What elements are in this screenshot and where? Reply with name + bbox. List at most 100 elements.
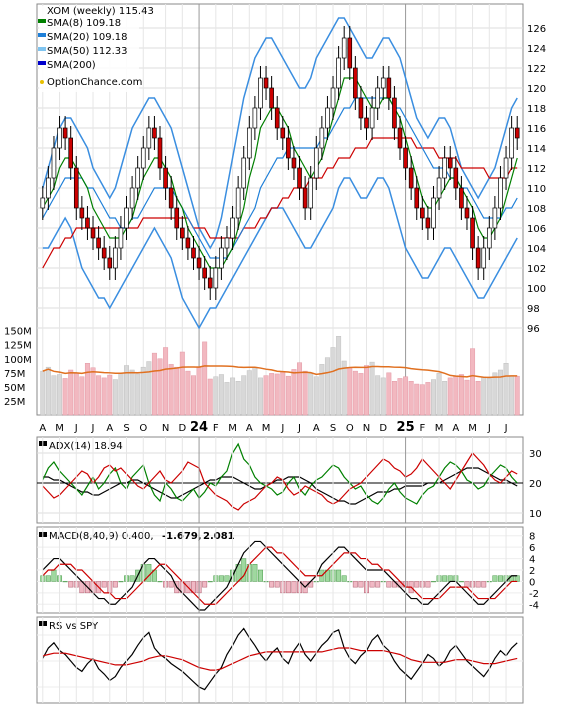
price-tick-label: 124 — [527, 44, 546, 55]
macd-histogram-bar — [218, 575, 224, 582]
candle-up — [313, 147, 319, 179]
candle-down — [85, 217, 90, 229]
month-label: M — [435, 423, 444, 434]
candle-down — [386, 77, 392, 99]
candle-down — [464, 207, 470, 219]
candle-down — [447, 157, 453, 169]
volume-bar — [352, 370, 358, 416]
price-tick-label: 122 — [527, 64, 546, 75]
macd-histogram-bar — [68, 581, 74, 588]
candle-down — [163, 167, 168, 189]
volume-bar — [118, 372, 124, 416]
candle-down — [196, 257, 202, 269]
candle-up — [498, 177, 503, 209]
volume-bar — [241, 375, 247, 416]
month-label: M — [262, 423, 271, 434]
legend-swatch-sma200 — [38, 61, 46, 65]
candle-up — [319, 127, 325, 149]
volume-bar — [191, 375, 196, 416]
candle-up — [258, 77, 263, 109]
candle-down — [358, 97, 364, 119]
volume-bar — [380, 377, 386, 416]
macd-grid — [37, 535, 523, 605]
candle-down — [96, 237, 101, 249]
candle-up — [336, 57, 341, 89]
macd-histogram-bar — [224, 575, 230, 582]
volume-bar — [73, 373, 79, 416]
bollinger-upper-line — [42, 17, 518, 250]
month-label: M — [468, 423, 477, 434]
volume-bar — [414, 383, 420, 416]
month-label: J — [297, 423, 301, 434]
volume-tick-label: 75M — [4, 369, 25, 380]
volume-bar — [486, 378, 492, 416]
candle-up — [431, 197, 436, 229]
rs-series-line — [42, 627, 518, 691]
macd-histogram-bar — [207, 581, 213, 583]
month-label: 25 — [397, 420, 415, 435]
candle-down — [152, 127, 157, 139]
volume-bars — [40, 336, 520, 416]
volume-bar — [302, 370, 308, 416]
candle-down — [297, 167, 302, 189]
volume-bar — [447, 377, 453, 416]
macd-line — [42, 540, 518, 611]
macd-histogram-bar — [257, 569, 263, 582]
month-label: J — [91, 423, 95, 434]
candle-down — [392, 97, 397, 129]
price-tick-label: 108 — [527, 204, 546, 215]
month-label: M — [55, 423, 64, 434]
volume-bar — [419, 384, 425, 416]
macd-histogram-bar — [45, 575, 51, 582]
macd-histogram-bar — [425, 581, 431, 588]
volume-bar — [285, 375, 291, 416]
macd-tick-label: -4 — [529, 600, 539, 611]
price-tick-label: 106 — [527, 224, 546, 235]
bollinger-bands — [42, 17, 518, 330]
macd-histogram-bar — [291, 581, 297, 594]
adx-series-line — [42, 442, 518, 505]
candle-up — [113, 247, 118, 269]
macd-tick-label: 6 — [529, 543, 535, 554]
volume-bar — [151, 352, 157, 416]
macd-histogram-bar — [481, 581, 487, 588]
month-label: A — [246, 423, 253, 434]
legend-sma50: SMA(50) 112.33 — [47, 46, 128, 57]
candle-up — [375, 87, 380, 109]
candle-down — [420, 207, 425, 219]
macd-histogram-bar — [101, 581, 107, 588]
volume-bar — [464, 379, 470, 416]
macd-title: MACD(8,40,9) 0.400, — [49, 531, 154, 542]
volume-bar — [124, 365, 129, 416]
macd-histogram-bar — [386, 581, 392, 588]
volume-bar — [431, 379, 436, 416]
candle-down — [107, 257, 113, 269]
candle-down — [347, 37, 353, 69]
volume-bar — [391, 381, 397, 416]
adx-tick-label: 20 — [529, 479, 542, 490]
candle-up — [369, 107, 375, 129]
candle-down — [408, 167, 414, 189]
candle-down — [470, 217, 475, 249]
macd-histogram-bar — [118, 581, 124, 583]
macd-histogram-bar — [336, 569, 342, 582]
volume-bar — [470, 348, 476, 416]
macd-histogram-bar — [369, 581, 375, 588]
rs-panel: RS vs SPY — [36, 616, 524, 704]
macd-tick-label: 4 — [529, 555, 535, 566]
volume-bar — [230, 377, 236, 416]
volume-bar — [90, 367, 96, 416]
macd-histogram-bar — [341, 575, 347, 582]
macd-hist-value: 2.081 — [203, 531, 235, 542]
volume-bar — [319, 364, 325, 416]
candle-down — [364, 117, 369, 129]
candle-up — [224, 237, 230, 249]
volume-bar — [196, 366, 202, 416]
volume-bar — [163, 347, 169, 416]
candle-down — [280, 127, 286, 139]
volume-bar — [257, 377, 263, 416]
volume-bar — [101, 377, 107, 416]
volume-bar — [235, 381, 241, 416]
candle-up — [241, 157, 247, 189]
macd-histogram-bar — [51, 569, 57, 582]
